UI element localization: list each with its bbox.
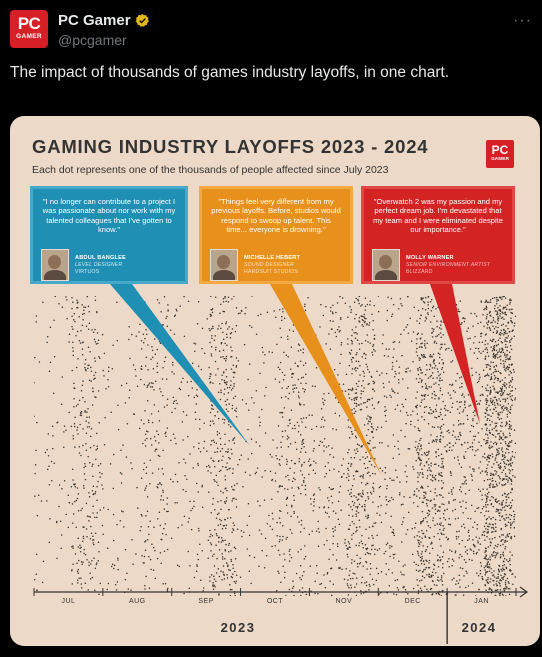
quote-card-michelle-hebert: "Things feel very different from my prev… <box>199 186 353 284</box>
quote-person: MICHELLE HEBERT SOUND DESIGNER HARDSUIT … <box>210 249 300 281</box>
month-dots-jan <box>446 296 516 596</box>
post-text: The impact of thousands of games industr… <box>10 64 450 81</box>
person-studio: VIRTUOS <box>75 268 100 275</box>
month-label-jul: JUL <box>61 598 76 605</box>
chart-subtitle: Each dot represents one of the thousands… <box>32 164 389 176</box>
month-dots-sep <box>170 296 242 596</box>
month-dots-jul <box>34 296 104 595</box>
axis-arrow-icon <box>519 586 529 598</box>
avatar-text-pc: PC <box>17 14 41 33</box>
verified-badge-icon <box>135 13 149 27</box>
month-dots-oct <box>240 296 311 596</box>
post-image[interactable]: GAMING INDUSTRY LAYOFFS 2023 - 2024 Each… <box>10 116 540 646</box>
person-photo <box>41 249 69 281</box>
quote-person: ABDUL BANGLEE LEVEL DESIGNER VIRTUOS <box>41 249 126 281</box>
month-dots-dec <box>377 296 448 596</box>
quote-text: "Things feel very different from my prev… <box>211 197 341 234</box>
post-header: PC GAMER PC Gamer @pcgamer ··· <box>10 10 532 50</box>
quote-text: "Overwatch 2 was my passion and my perfe… <box>372 197 503 234</box>
quote-text: "I no longer can contribute to a project… <box>42 197 176 234</box>
quote-card-molly-warner: "Overwatch 2 was my passion and my perfe… <box>361 186 515 284</box>
author-avatar[interactable]: PC GAMER <box>10 10 48 48</box>
month-label-dec: DEC <box>404 598 421 605</box>
author-name[interactable]: PC Gamer <box>58 12 131 29</box>
year-label-2024: 2024 <box>461 620 497 635</box>
time-axis: JUL AUG SEP OCT NOV DEC JAN 2023 2024 <box>32 586 532 646</box>
month-label-nov: NOV <box>335 598 353 605</box>
person-name: MICHELLE HEBERT <box>244 255 301 261</box>
month-dots-nov <box>308 296 380 596</box>
person-studio: HARDSUIT STUDIOS <box>244 268 299 275</box>
person-role: SOUND DESIGNER <box>244 262 295 268</box>
layoff-dot-field <box>34 296 516 596</box>
quote-card-abdul-banglee: "I no longer can contribute to a project… <box>30 186 188 284</box>
author-handle[interactable]: @pcgamer <box>58 32 127 48</box>
chart-title: GAMING INDUSTRY LAYOFFS 2023 - 2024 <box>32 136 429 157</box>
avatar-text-gamer: GAMER <box>16 33 42 40</box>
person-photo <box>372 249 400 281</box>
person-role: LEVEL DESIGNER <box>75 262 123 268</box>
logo-text-gamer: GAMER <box>491 157 509 162</box>
author-name-row[interactable]: PC Gamer <box>58 12 150 29</box>
person-role: SENIOR ENVIRONMENT ARTIST <box>406 262 491 268</box>
person-studio: BLIZZARD <box>406 268 433 275</box>
person-name: ABDUL BANGLEE <box>75 255 126 261</box>
month-dots-aug <box>102 296 173 594</box>
month-label-aug: AUG <box>128 598 146 605</box>
month-label-sep: SEP <box>198 598 214 605</box>
person-name: MOLLY WARNER <box>406 255 454 261</box>
pc-gamer-logo: PC GAMER <box>486 140 514 168</box>
month-label-oct: OCT <box>266 598 284 605</box>
logo-text-pc: PC <box>491 143 509 157</box>
quote-person: MOLLY WARNER SENIOR ENVIRONMENT ARTIST B… <box>372 249 490 281</box>
more-options-icon[interactable]: ··· <box>513 12 532 29</box>
person-photo <box>210 249 238 281</box>
month-label-jan: JAN <box>474 598 489 605</box>
time-axis-line <box>33 586 529 644</box>
year-label-2023: 2023 <box>220 620 256 635</box>
